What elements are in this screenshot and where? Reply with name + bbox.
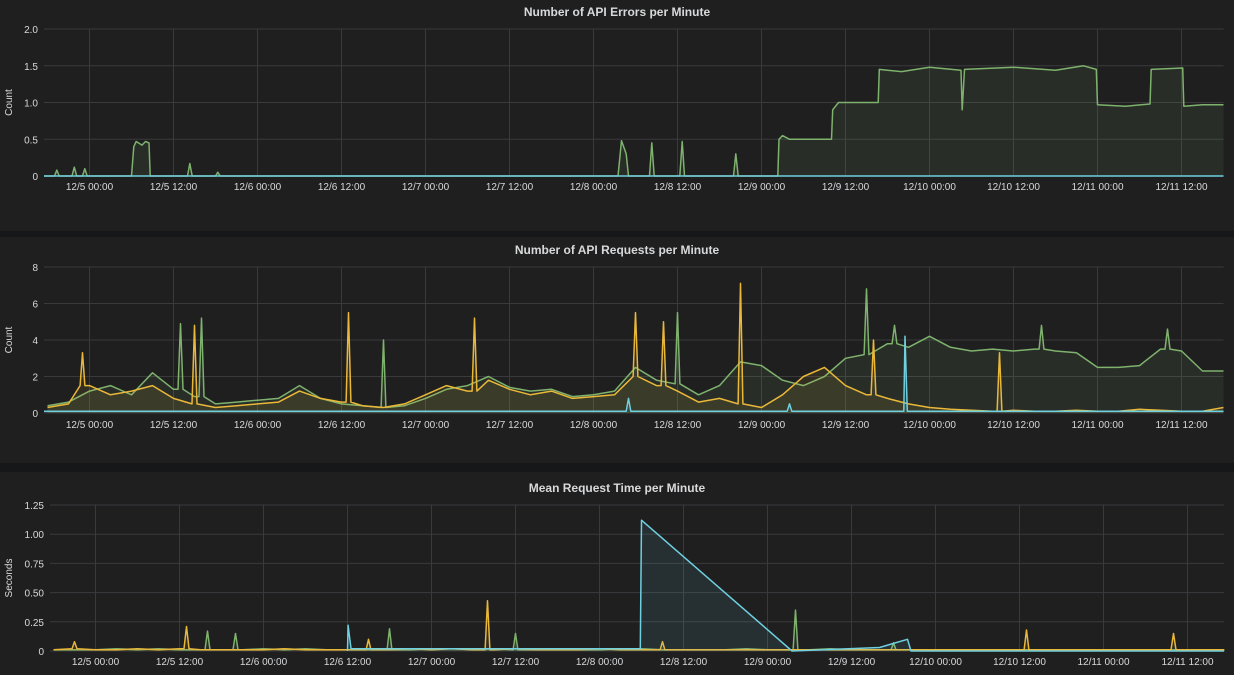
x-tick-label: 12/8 12:00 xyxy=(654,182,702,193)
y-axis-label: Seconds xyxy=(4,559,15,598)
x-tick-label: 12/6 00:00 xyxy=(234,420,282,431)
y-tick-label: 0 xyxy=(32,409,38,420)
panel-title[interactable]: Mean Request Time per Minute xyxy=(528,481,706,495)
x-tick-label: 12/6 00:00 xyxy=(234,182,282,193)
series-group xyxy=(44,282,1224,413)
x-tick-label: 12/9 12:00 xyxy=(828,657,876,668)
x-tick-label: 12/8 00:00 xyxy=(570,182,618,193)
y-tick-label: 0.5 xyxy=(24,135,38,146)
y-tick-label: 0 xyxy=(32,172,38,183)
x-tick-label: 12/6 00:00 xyxy=(240,657,288,668)
x-tick-label: 12/9 12:00 xyxy=(822,420,870,431)
series-fill xyxy=(47,288,1224,413)
chart-mean-request-time: 0 0.25 0.50 0.75 1.00 1.25 12/5 00:00 12/5 12:0… xyxy=(4,501,1225,668)
series-group xyxy=(44,65,1224,177)
series-fill xyxy=(347,520,1225,651)
x-tick-label: 12/10 00:00 xyxy=(909,657,962,668)
x-tick-label: 12/11 12:00 xyxy=(1155,420,1208,431)
x-tick-label: 12/11 00:00 xyxy=(1077,657,1130,668)
x-tick-label: 12/6 12:00 xyxy=(318,420,366,431)
y-tick-label: 0 xyxy=(38,647,44,658)
y-tick-label: 2.0 xyxy=(24,25,38,36)
x-tick-label: 12/11 00:00 xyxy=(1071,182,1124,193)
x-tick-label: 12/8 12:00 xyxy=(654,420,702,431)
x-tick-label: 12/9 00:00 xyxy=(744,657,792,668)
series-line xyxy=(346,519,1225,652)
panel-title[interactable]: Number of API Errors per Minute xyxy=(523,5,711,19)
y-tick-label: 1.25 xyxy=(25,501,45,512)
y-tick-label: 0.25 xyxy=(25,618,45,629)
y-tick-label: 2 xyxy=(32,373,38,384)
x-tick-label: 12/7 00:00 xyxy=(408,657,456,668)
y-tick-label: 0.75 xyxy=(25,559,45,570)
x-tick-label: 12/10 00:00 xyxy=(903,182,956,193)
series-fill xyxy=(47,283,1224,413)
series-fill xyxy=(44,65,1224,176)
y-tick-label: 8 xyxy=(32,263,38,274)
panel-api-errors: Number of API Errors per Minute 0 0.5 1.0 1… xyxy=(0,0,1234,231)
x-tick-label: 12/7 00:00 xyxy=(402,420,450,431)
x-tick-label: 12/8 00:00 xyxy=(576,657,624,668)
panel-mean-request-time: Mean Request Time per Minute 0 0.25 0.50 0.… xyxy=(0,472,1234,675)
series-line xyxy=(44,65,1224,177)
x-tick-label: 12/6 12:00 xyxy=(318,182,366,193)
x-tick-label: 12/5 00:00 xyxy=(72,657,120,668)
x-tick-label: 12/9 00:00 xyxy=(738,182,786,193)
x-tick-label: 12/11 00:00 xyxy=(1071,420,1124,431)
y-tick-label: 1.00 xyxy=(25,530,45,541)
y-tick-label: 0.50 xyxy=(25,589,45,600)
y-tick-label: 1.5 xyxy=(24,62,38,73)
x-tick-label: 12/9 00:00 xyxy=(738,420,786,431)
x-tick-label: 12/5 12:00 xyxy=(150,420,198,431)
x-tick-label: 12/10 12:00 xyxy=(987,182,1040,193)
x-tick-label: 12/7 12:00 xyxy=(492,657,540,668)
x-tick-label: 12/11 12:00 xyxy=(1155,182,1208,193)
y-axis-label: Count xyxy=(4,89,15,116)
x-tick-label: 12/6 12:00 xyxy=(324,657,372,668)
series-line xyxy=(44,335,1224,412)
series-line xyxy=(47,288,1224,409)
panel-api-requests: Number of API Requests per Minute 0 2 4 6 8 1… xyxy=(0,237,1234,463)
chart-api-errors: 0 0.5 1.0 1.5 2.0 12/5 00:00 12/5 12:00 12/6 00… xyxy=(4,25,1224,193)
x-tick-label: 12/5 12:00 xyxy=(150,182,198,193)
x-tick-label: 12/5 00:00 xyxy=(66,420,114,431)
y-tick-label: 6 xyxy=(32,300,38,311)
x-tick-label: 12/5 12:00 xyxy=(156,657,204,668)
x-tick-label: 12/8 12:00 xyxy=(660,657,708,668)
x-tick-label: 12/10 00:00 xyxy=(903,420,956,431)
x-tick-label: 12/5 00:00 xyxy=(66,182,114,193)
x-tick-label: 12/9 12:00 xyxy=(822,182,870,193)
x-tick-label: 12/10 12:00 xyxy=(987,420,1040,431)
x-tick-label: 12/7 12:00 xyxy=(486,182,534,193)
chart-api-requests: 0 2 4 6 8 12/5 00:00 12/5 12:00 12/6 00:00 12/6 … xyxy=(4,263,1224,431)
panel-title[interactable]: Number of API Requests per Minute xyxy=(514,243,720,257)
series-group xyxy=(53,519,1225,652)
x-tick-label: 12/8 00:00 xyxy=(570,420,618,431)
y-axis-label: Count xyxy=(4,326,15,353)
x-tick-label: 12/11 12:00 xyxy=(1161,657,1214,668)
y-tick-label: 1.0 xyxy=(24,99,38,110)
x-tick-label: 12/7 00:00 xyxy=(402,182,450,193)
series-line xyxy=(53,600,1225,651)
x-tick-label: 12/7 12:00 xyxy=(486,420,534,431)
x-tick-label: 12/10 12:00 xyxy=(993,657,1046,668)
y-tick-label: 4 xyxy=(32,336,38,347)
